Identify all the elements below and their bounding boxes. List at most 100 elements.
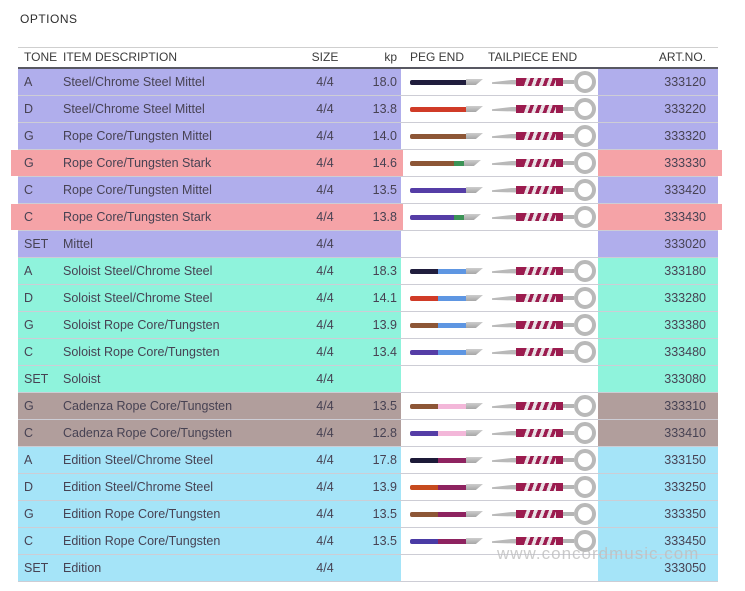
ball-end-ring-icon: [574, 314, 596, 336]
table-row: A Edition Steel/Chrome Steel 4/4 17.8 33…: [18, 447, 718, 474]
ball-end-ring-icon: [574, 530, 596, 552]
description-cell: Steel/Chrome Steel Mittel: [63, 75, 205, 89]
peg-winding-segment: [410, 457, 438, 463]
table-row: G Soloist Rope Core/Tungsten 4/4 13.9 33…: [18, 312, 718, 339]
art-no-cell: 333180: [664, 264, 706, 278]
ball-end-ring-icon: [574, 71, 596, 93]
peg-string-tip-icon: [466, 430, 483, 436]
art-no-cell: 333150: [664, 453, 706, 467]
row-band-right: [598, 204, 722, 230]
peg-winding-segment: [410, 268, 438, 274]
art-no-cell: 333330: [664, 156, 706, 170]
peg-end-string-icon: [410, 339, 492, 365]
tailpiece-string-lead-icon: [492, 268, 516, 274]
description-cell: Edition: [63, 561, 102, 575]
peg-string-tip-icon: [464, 160, 481, 166]
size-cell: 4/4: [316, 237, 334, 251]
kp-cell: 17.8: [372, 453, 397, 467]
peg-string-tip-icon: [466, 79, 483, 85]
art-no-cell: 333420: [664, 183, 706, 197]
tailpiece-end-string-icon: [492, 96, 598, 122]
tailpiece-winding-icon: [516, 186, 563, 194]
peg-end-string-icon: [410, 393, 492, 419]
table-row: C Soloist Rope Core/Tungsten 4/4 13.4 33…: [18, 339, 718, 366]
kp-cell: 12.8: [372, 426, 397, 440]
peg-winding-segment: [410, 349, 438, 355]
row-band-left: [18, 339, 401, 365]
table-row: C Edition Rope Core/Tungsten 4/4 13.5 33…: [18, 528, 718, 555]
peg-end-string-icon: [410, 204, 492, 230]
peg-winding-segment: [438, 457, 466, 463]
peg-winding-segment: [438, 484, 466, 490]
tailpiece-winding-icon: [516, 159, 563, 167]
header-tone: TONE: [24, 50, 58, 64]
peg-winding-segment: [410, 79, 466, 85]
art-no-cell: 333280: [664, 291, 706, 305]
tailpiece-winding-icon: [516, 267, 563, 275]
row-band-left: [18, 474, 401, 500]
peg-string-tip-icon: [466, 106, 483, 112]
peg-end-string-icon: [410, 258, 492, 284]
table-row: C Rope Core/Tungsten Mittel 4/4 13.5 333…: [18, 177, 718, 204]
tailpiece-string-lead-icon: [492, 187, 516, 193]
row-band-right: [598, 528, 718, 554]
table-row: G Edition Rope Core/Tungsten 4/4 13.5 33…: [18, 501, 718, 528]
table-row: SET Soloist 4/4 333080: [18, 366, 718, 393]
table-row: G Cadenza Rope Core/Tungsten 4/4 13.5 33…: [18, 393, 718, 420]
options-table: TONE ITEM DESCRIPTION SIZE kp PEG END TA…: [11, 47, 722, 582]
row-band-left: [18, 420, 401, 446]
kp-cell: 13.9: [372, 480, 397, 494]
kp-cell: 13.8: [372, 102, 397, 116]
tailpiece-link-icon: [563, 134, 574, 138]
peg-end-string-icon: [410, 420, 492, 446]
row-band-right: [598, 474, 718, 500]
tone-cell: G: [24, 129, 34, 143]
row-band-left: [18, 177, 401, 203]
table-row: SET Mittel 4/4 333020: [18, 231, 718, 258]
peg-winding-segment: [438, 538, 466, 544]
row-band-right: [598, 285, 718, 311]
size-cell: 4/4: [316, 210, 334, 224]
peg-string-tip-icon: [466, 484, 483, 490]
description-cell: Rope Core/Tungsten Mittel: [63, 129, 212, 143]
tailpiece-winding-icon: [516, 483, 563, 491]
tone-cell: G: [24, 318, 34, 332]
tailpiece-link-icon: [563, 80, 574, 84]
tailpiece-end-string-icon: [492, 339, 598, 365]
description-cell: Edition Rope Core/Tungsten: [63, 534, 221, 548]
art-no-cell: 333430: [664, 210, 706, 224]
table-row: C Cadenza Rope Core/Tungsten 4/4 12.8 33…: [18, 420, 718, 447]
peg-winding-segment: [438, 403, 466, 409]
ball-end-ring-icon: [574, 476, 596, 498]
header-size: SIZE: [311, 50, 339, 64]
tailpiece-link-icon: [563, 350, 574, 354]
ball-end-ring-icon: [574, 206, 596, 228]
tailpiece-winding-icon: [516, 213, 563, 221]
ball-end-ring-icon: [574, 125, 596, 147]
row-band-left: [18, 312, 401, 338]
tone-cell: SET: [24, 372, 49, 386]
table-header-row: TONE ITEM DESCRIPTION SIZE kp PEG END TA…: [18, 47, 718, 69]
table-row: D Steel/Chrome Steel Mittel 4/4 13.8 333…: [18, 96, 718, 123]
row-band-right: [598, 231, 718, 257]
peg-winding-segment: [410, 295, 438, 301]
peg-end-string-icon: [410, 312, 492, 338]
description-cell: Edition Rope Core/Tungsten: [63, 507, 221, 521]
peg-string-tip-icon: [464, 214, 481, 220]
table-row: G Rope Core/Tungsten Mittel 4/4 14.0 333…: [18, 123, 718, 150]
peg-string-tip-icon: [466, 538, 483, 544]
kp-cell: 14.0: [372, 129, 397, 143]
tailpiece-string-lead-icon: [492, 457, 516, 463]
tailpiece-link-icon: [563, 161, 574, 165]
table-row: G Rope Core/Tungsten Stark 4/4 14.6 3333…: [11, 150, 722, 177]
art-no-cell: 333380: [664, 318, 706, 332]
size-cell: 4/4: [316, 372, 334, 386]
art-no-cell: 333310: [664, 399, 706, 413]
tailpiece-end-string-icon: [492, 393, 598, 419]
tailpiece-winding-icon: [516, 78, 563, 86]
peg-winding-segment: [410, 160, 454, 166]
peg-end-string-icon: [410, 447, 492, 473]
tailpiece-string-lead-icon: [492, 133, 516, 139]
tailpiece-link-icon: [563, 431, 574, 435]
peg-winding-segment: [438, 511, 466, 517]
